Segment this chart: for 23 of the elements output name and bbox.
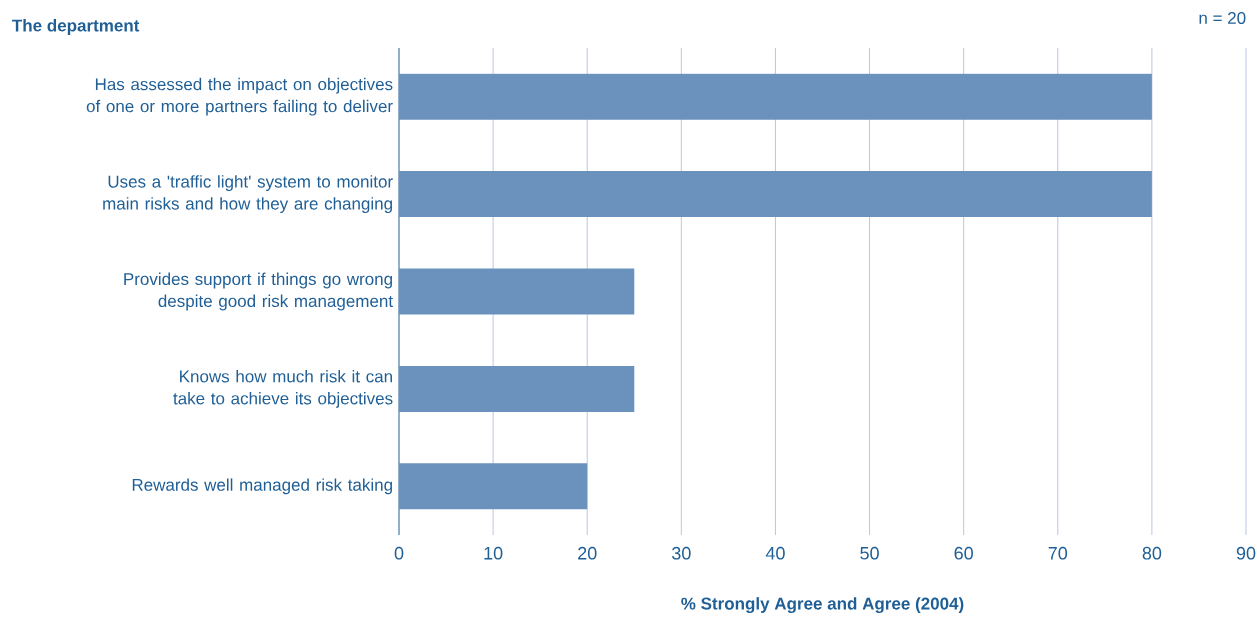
bar <box>399 171 1152 218</box>
bar <box>399 268 635 315</box>
x-tick-label: 90 <box>1236 546 1256 560</box>
y-tick-label: Knows how much risk it can take to achieve its objectives <box>173 369 393 408</box>
y-tick-label: Provides support if things go wrong despite good risk management <box>124 272 393 311</box>
x-tick-label: 40 <box>765 546 785 560</box>
text: n = 20 <box>1199 11 1246 25</box>
y-tick-label: Has assessed the impact on objectives of one or more partners failing to deliver <box>86 77 393 116</box>
x-tick-label: 10 <box>484 546 503 560</box>
x-tick-label: 80 <box>1142 546 1162 560</box>
bar <box>399 73 1152 120</box>
x-tick-label: 60 <box>954 546 973 560</box>
x-tick-label: 30 <box>672 546 691 560</box>
bar <box>399 463 588 510</box>
x-axis-title: % Strongly Agree and Agree (2004) <box>681 597 964 614</box>
text: The department <box>12 19 140 35</box>
x-tick-label: 20 <box>578 546 597 560</box>
y-tick-label: Uses a 'traffic light' system to monitor main risks and how they are changing <box>103 175 393 214</box>
x-tick-label: 70 <box>1048 546 1068 560</box>
bar <box>399 365 635 412</box>
y-tick-label: Rewards well managed risk taking <box>132 478 392 495</box>
x-tick-label: 0 <box>394 546 404 560</box>
x-tick-label: 50 <box>860 546 879 560</box>
